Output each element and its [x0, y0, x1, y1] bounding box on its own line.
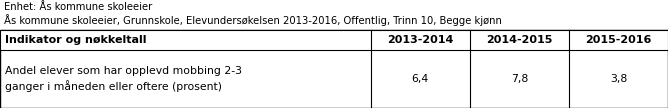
Text: 2013-2014: 2013-2014 [387, 35, 454, 45]
Text: Ås kommune skoleeier, Grunnskole, Elevundersøkelsen 2013-2016, Offentlig, Trinn : Ås kommune skoleeier, Grunnskole, Elevun… [4, 14, 502, 26]
Bar [0, 30, 668, 108]
Text: 2014-2015: 2014-2015 [486, 35, 552, 45]
Bar [0, 30, 668, 50]
Text: 3,8: 3,8 [610, 74, 627, 84]
Text: Indikator og nøkkeltall: Indikator og nøkkeltall [5, 35, 147, 45]
Text: 2015-2016: 2015-2016 [585, 35, 652, 45]
Text: Andel elever som har opplevd mobbing 2-3
ganger i måneden eller oftere (prosent): Andel elever som har opplevd mobbing 2-3… [5, 66, 242, 92]
Text: 6,4: 6,4 [411, 74, 429, 84]
Text: Enhet: Ås kommune skoleeier: Enhet: Ås kommune skoleeier [4, 2, 152, 13]
Text: 7,8: 7,8 [511, 74, 528, 84]
